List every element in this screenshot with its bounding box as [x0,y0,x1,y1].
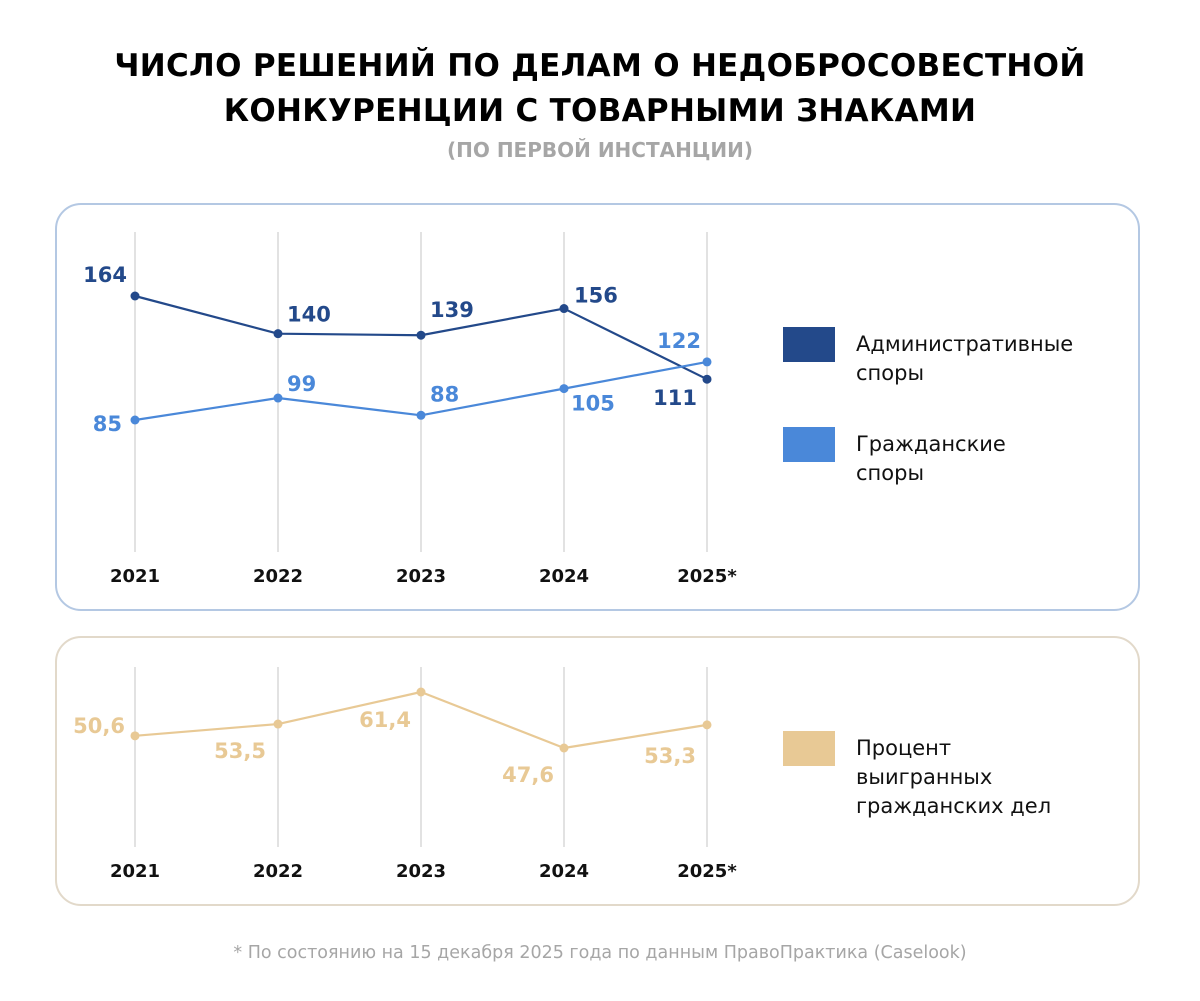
data-point [559,743,569,753]
data-label: 61,4 [359,708,411,732]
data-label: 47,6 [502,763,554,787]
data-point [559,384,569,394]
data-point [273,719,283,729]
data-point [130,291,140,301]
data-label: 111 [653,386,697,410]
data-label: 99 [287,372,316,396]
x-tick-label: 2021 [110,861,160,882]
data-label: 50,6 [73,714,125,738]
top-chart-gridlines [134,232,708,552]
data-point [130,731,140,741]
legend-label-civil: Гражданские споры [856,430,1146,488]
x-tick-label: 2022 [253,566,303,587]
x-tick-label: 2024 [539,861,589,882]
x-tick-label: 2023 [396,861,446,882]
top-chart-x-ticks: 2021 2022 2023 2024 2025* [110,566,737,587]
data-point [702,357,712,367]
data-point [416,687,426,697]
data-label: 85 [93,412,122,436]
data-point [559,304,569,314]
data-label: 140 [287,303,331,327]
x-tick-label: 2021 [110,566,160,587]
top-chart-data-labels: 164 140 139 156 111 85 99 88 105 122 [83,263,701,436]
chart-title-line-2: КОНКУРЕНЦИИ С ТОВАРНЫМИ ЗНАКАМИ [223,93,977,129]
data-point [130,415,140,425]
top-chart-panel [55,203,1140,611]
legend-label-percent: Процент выигранных гражданских дел [856,734,1146,821]
bottom-chart-gridlines [134,667,708,847]
legend-label-line: гражданских дел [856,794,1052,818]
data-label: 88 [430,382,459,406]
data-point [273,393,283,403]
data-label: 53,5 [214,739,266,763]
legend-swatch-administrative [783,327,835,362]
data-point [702,720,712,730]
legend-label-line: Административные [856,332,1074,356]
data-label: 139 [430,298,474,322]
chart-subtitle: (ПО ПЕРВОЙ ИНСТАНЦИИ) [446,138,754,162]
bottom-chart-series [130,687,712,753]
legend-swatch-percent [783,731,835,766]
legend-label-line: Гражданские [856,432,1006,456]
x-tick-label: 2025* [677,861,737,882]
top-chart-series [130,291,712,425]
data-label: 164 [83,263,127,287]
legend-swatch-civil [783,427,835,462]
data-point [273,329,283,339]
data-label: 105 [571,392,615,416]
data-point [416,330,426,340]
bottom-chart-x-ticks: 2021 2022 2023 2024 2025* [110,861,737,882]
legend-label-line: споры [856,361,925,385]
x-tick-label: 2023 [396,566,446,587]
data-point [416,410,426,420]
data-label: 122 [657,329,701,353]
x-tick-label: 2024 [539,566,589,587]
data-label: 156 [574,284,618,308]
legend-label-line: споры [856,461,925,485]
bottom-chart-data-labels: 50,6 53,5 61,4 47,6 53,3 [73,708,696,787]
legend-label-administrative: Административные споры [856,330,1146,388]
footnote: * По состоянию на 15 декабря 2025 года п… [233,943,967,963]
x-tick-label: 2022 [253,861,303,882]
legend-label-line: Процент [856,736,952,760]
data-point [702,374,712,384]
chart-title-line-1: ЧИСЛО РЕШЕНИЙ ПО ДЕЛАМ О НЕДОБРОСОВЕСТНО… [114,48,1086,84]
bottom-chart-panel [55,636,1140,906]
data-label: 53,3 [644,744,696,768]
x-tick-label: 2025* [677,566,737,587]
legend-label-line: выигранных [856,765,993,789]
